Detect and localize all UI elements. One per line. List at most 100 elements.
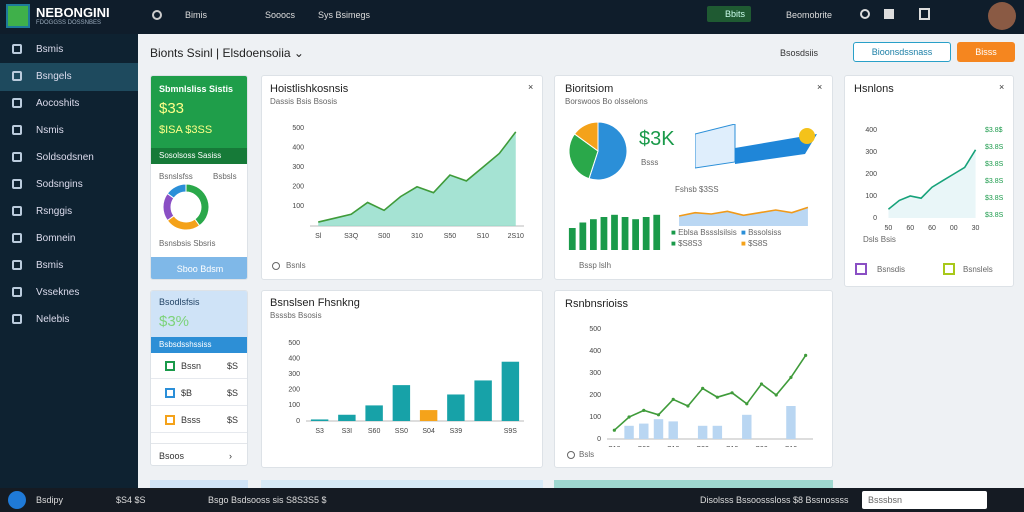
y-tick-label: 400 xyxy=(288,355,300,362)
logo-sub: FDOGGSS DOSSNBES xyxy=(36,20,102,26)
badge[interactable]: Bbits xyxy=(707,6,752,22)
card-footer[interactable]: Bsls xyxy=(579,450,595,459)
x-tick-label: S10 xyxy=(477,233,490,240)
nav-icon xyxy=(12,314,22,324)
button[interactable]: Bisss xyxy=(957,42,1015,62)
x-tick-label: S10 xyxy=(785,446,798,447)
card-title: Bsnslsen Fhsnkng xyxy=(270,297,360,309)
close[interactable]: × xyxy=(817,82,823,92)
task-item[interactable]: $S4 $S xyxy=(116,495,146,505)
card-strip-text: Sosolsoss Sasiss xyxy=(159,151,222,160)
label: Bsnslsfss xyxy=(159,172,193,181)
x-tick-label: 60 xyxy=(928,225,936,230)
nav-item[interactable]: Nelebis xyxy=(36,314,70,325)
nav-item[interactable]: Bsmis xyxy=(36,44,64,55)
legend-text: $S8S3 xyxy=(678,239,703,248)
close[interactable]: × xyxy=(999,82,1005,92)
card-header xyxy=(151,291,247,337)
task-item[interactable]: Disolsss Bssoosssloss $8 Bssnossss xyxy=(700,495,849,505)
line xyxy=(887,149,977,210)
search[interactable]: Bsssbsn xyxy=(862,491,987,509)
nav-icon xyxy=(12,125,22,135)
bar xyxy=(447,394,465,421)
nav-icon xyxy=(12,71,22,81)
footer-text[interactable]: Bsoos xyxy=(159,451,185,461)
icon[interactable] xyxy=(884,9,894,19)
area xyxy=(318,131,516,226)
item[interactable]: Bsnsdis xyxy=(877,265,906,274)
card-edge xyxy=(150,480,248,488)
nav-item[interactable]: Nsmis xyxy=(36,125,64,136)
page-title: Bionts Ssinl | Elsdoensoiia ⌄ xyxy=(150,46,304,60)
card-title: Bioritsiom xyxy=(565,83,614,95)
card-footer[interactable]: Bssp lslh xyxy=(579,261,612,270)
y-tick-label: 200 xyxy=(288,387,300,394)
avatar[interactable] xyxy=(988,2,1016,30)
bar xyxy=(621,217,629,250)
bar xyxy=(568,228,576,250)
nav-icon xyxy=(12,233,22,243)
bar xyxy=(338,414,356,421)
nav-item[interactable]: Rsnggis xyxy=(36,206,73,217)
nav-item[interactable]: Sooocs xyxy=(265,10,296,20)
button[interactable]: Bioonsdssnass xyxy=(853,42,951,62)
task-item[interactable]: Bsdipy xyxy=(36,495,64,505)
icon xyxy=(567,451,575,459)
subtitle[interactable]: Elsdoensoiia xyxy=(222,46,291,60)
icon xyxy=(943,263,955,275)
bar xyxy=(365,405,383,421)
nav-item[interactable]: Vsseknes xyxy=(36,287,80,298)
nav-item[interactable]: Bomnein xyxy=(36,233,76,244)
pie-value: $3K xyxy=(639,128,675,150)
nav-icon xyxy=(152,10,162,20)
header-link[interactable]: Bsosdsiis xyxy=(780,48,819,58)
nav-item[interactable]: Sodsngins xyxy=(36,179,83,190)
slice xyxy=(166,183,187,199)
row-line xyxy=(151,405,247,406)
nav-item[interactable]: Aocoshits xyxy=(36,98,80,109)
nav-item[interactable]: Bimis xyxy=(185,10,207,20)
icon[interactable] xyxy=(919,8,930,20)
nav-icon xyxy=(12,44,22,54)
nav-item[interactable]: Bsmis xyxy=(36,260,64,271)
card-sub: $ISA $3SS xyxy=(159,124,213,136)
button[interactable]: Sboo Bdsm xyxy=(151,257,247,279)
point xyxy=(745,402,749,406)
point xyxy=(759,382,764,386)
bar xyxy=(712,425,723,439)
close[interactable]: × xyxy=(528,82,534,92)
bar-chart xyxy=(568,214,661,250)
value-label: $3.8S xyxy=(985,178,1004,185)
x-tick-label: S3I xyxy=(342,428,353,435)
legend-item: ■ Eblsa Bssslsilsis xyxy=(671,228,737,237)
x-tick-label: S10 xyxy=(726,446,739,447)
y-tick-label: 0 xyxy=(296,418,300,425)
bar xyxy=(600,217,608,250)
nav-item[interactable]: Bsngels xyxy=(36,71,72,82)
card-title: Bsodlsfsis xyxy=(159,297,200,307)
chart-card: Hsnlons × $3.8$ $3.8S $3.8S $3.8S $3.8S $3.8S… xyxy=(844,75,1014,287)
user-menu[interactable]: Beomobrite xyxy=(786,10,833,20)
bar xyxy=(642,217,650,250)
area-chart xyxy=(678,206,809,226)
item[interactable]: Bsnslels xyxy=(963,265,993,274)
card-footer[interactable]: Bsnls xyxy=(286,261,306,270)
bar xyxy=(639,423,649,439)
nav-item[interactable]: Sys Bsimegs xyxy=(318,10,371,20)
nav-icon xyxy=(12,260,22,270)
area xyxy=(888,149,976,218)
bar xyxy=(697,425,708,439)
card-footer[interactable]: Bsoos › xyxy=(151,443,247,465)
y-tick-label: 100 xyxy=(292,203,304,210)
icon[interactable] xyxy=(860,9,870,19)
bar xyxy=(653,214,661,250)
card-value: $3% xyxy=(159,313,190,330)
nav-item[interactable]: Soldsodsnen xyxy=(36,152,94,163)
card-footer[interactable]: Dsls Bsis xyxy=(863,235,896,244)
point xyxy=(730,391,734,395)
chart-card: Bsnslsen Fhsnkng Bsssbs Bsosis 0 100 200 30… xyxy=(261,290,543,468)
task-item[interactable]: Bsgo Bsdsooss sis S8S3S5 $ xyxy=(208,495,327,505)
y-tick-label: 400 xyxy=(865,127,877,134)
start[interactable] xyxy=(8,491,26,509)
point xyxy=(656,413,661,417)
